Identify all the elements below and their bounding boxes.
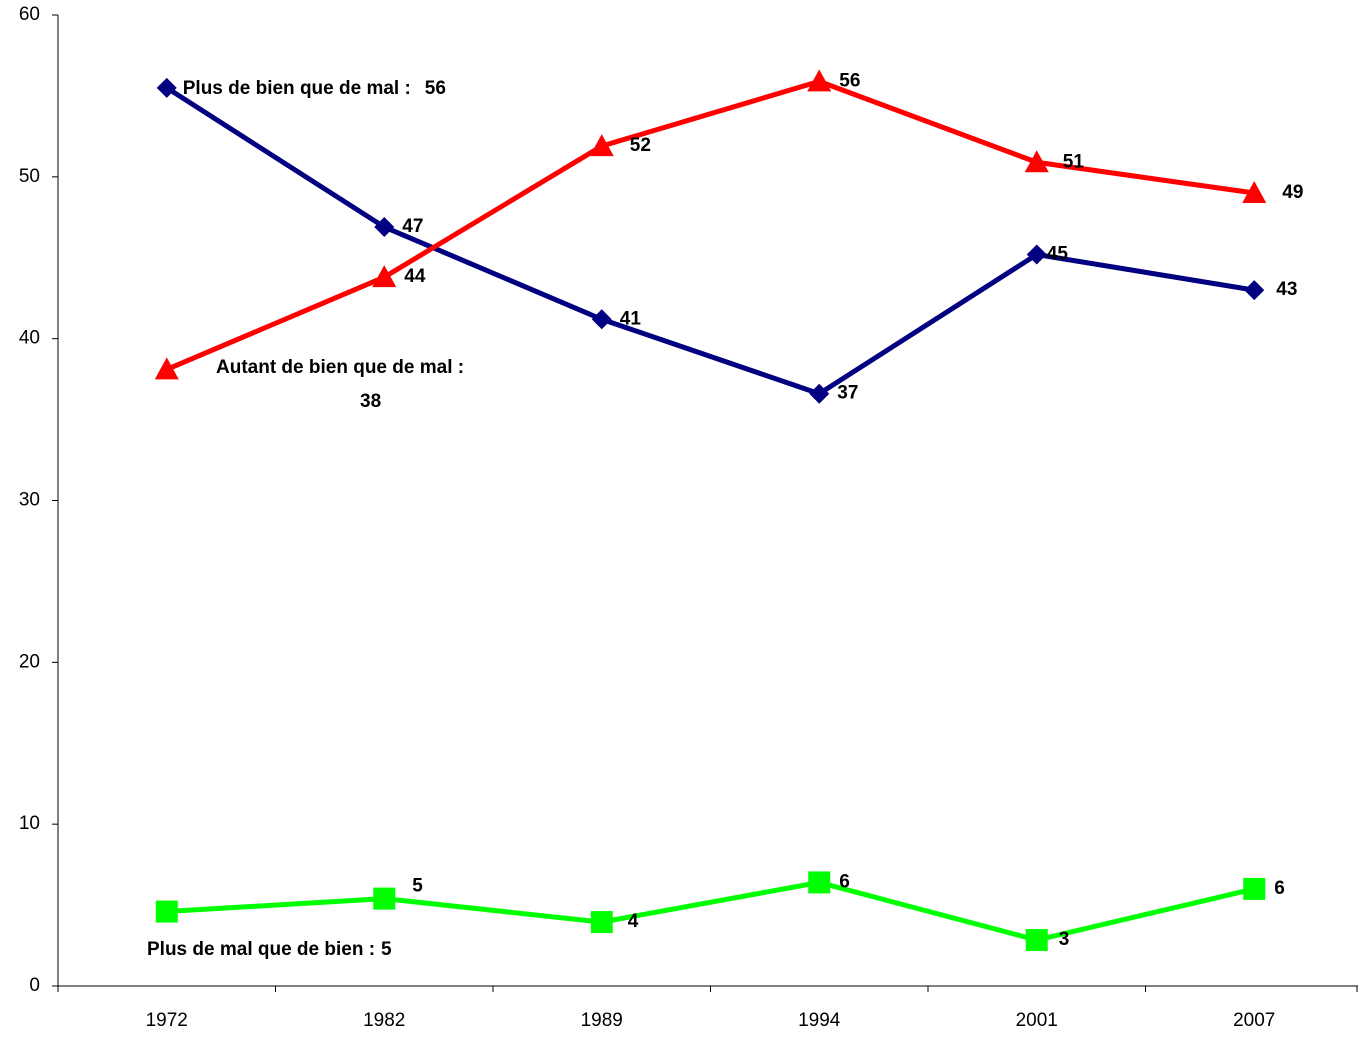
data-label: 38: [360, 391, 381, 412]
marker: [589, 134, 614, 157]
marker: [1243, 877, 1266, 900]
data-label: 5: [381, 939, 392, 960]
data-label: 5: [412, 876, 423, 897]
marker: [1242, 181, 1267, 204]
series-line: [166, 879, 1255, 943]
x-tick-label: 1982: [363, 1010, 405, 1031]
marker: [808, 871, 831, 894]
marker: [809, 383, 830, 404]
data-label: 56: [425, 78, 446, 99]
x-tick-label: 2001: [1016, 1010, 1058, 1031]
x-tick-label: 1972: [146, 1010, 188, 1031]
data-label: 6: [839, 871, 850, 892]
data-label: 43: [1276, 279, 1297, 300]
data-label: 4: [628, 911, 639, 932]
series-line: [165, 78, 1255, 372]
marker: [372, 265, 397, 288]
x-tick-label: 1994: [798, 1010, 841, 1031]
y-tick-label: 30: [19, 490, 40, 511]
marker: [591, 309, 612, 330]
data-label: 51: [1063, 151, 1085, 172]
data-label: 3: [1059, 929, 1070, 950]
y-tick-label: 20: [19, 651, 40, 672]
marker: [155, 900, 178, 923]
marker: [156, 77, 177, 98]
y-tick-label: 0: [29, 975, 40, 996]
marker: [807, 69, 832, 92]
y-tick-label: 60: [19, 4, 40, 25]
marker: [1025, 929, 1048, 952]
marker: [374, 217, 395, 238]
marker: [1024, 150, 1049, 173]
series-line: [165, 85, 1255, 397]
x-tick-label: 1989: [581, 1010, 623, 1031]
series-name: Plus de bien que de mal :: [183, 78, 411, 99]
data-label: 45: [1047, 244, 1069, 265]
x-tick-label: 2007: [1233, 1010, 1275, 1031]
y-tick-label: 10: [19, 813, 40, 834]
data-label: 44: [404, 266, 426, 287]
series-name: Autant de bien que de mal :: [216, 357, 464, 378]
series-annotation: Plus de bien que de mal : 56: [183, 78, 446, 99]
marker: [373, 887, 396, 910]
marker: [1026, 244, 1047, 265]
series-annotation: Plus de mal que de bien : 5: [147, 939, 392, 960]
data-label: 47: [402, 216, 423, 237]
marker: [590, 911, 613, 934]
y-tick-label: 50: [19, 166, 40, 187]
data-label: 41: [620, 308, 642, 329]
data-label: 56: [839, 70, 860, 91]
y-tick-label: 40: [19, 328, 40, 349]
data-label: 49: [1282, 182, 1303, 203]
data-label: 6: [1274, 878, 1285, 899]
series-name: Plus de mal que de bien :: [147, 939, 375, 960]
data-label: 52: [630, 135, 651, 156]
marker: [1244, 280, 1265, 301]
marker: [154, 357, 179, 380]
data-label: 37: [837, 383, 858, 404]
